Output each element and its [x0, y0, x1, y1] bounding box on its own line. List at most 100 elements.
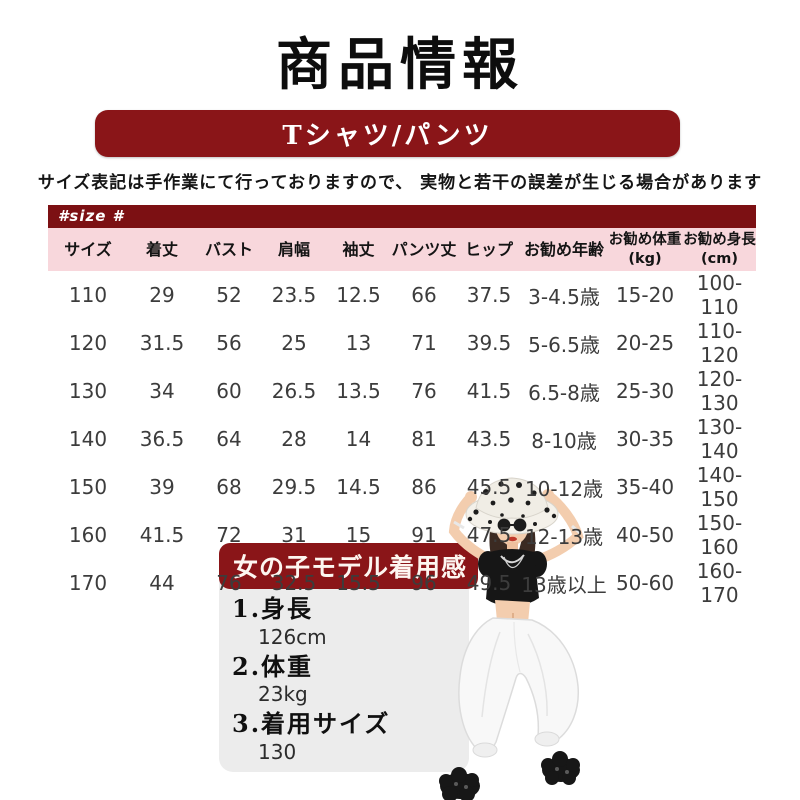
table-cell: 130 — [68, 379, 108, 403]
table-cell: 170 — [68, 571, 108, 595]
table-cell: 29.5 — [271, 475, 317, 499]
table-cell: 60 — [216, 379, 242, 403]
table-cell: 14 — [345, 427, 372, 451]
table-cell: 41.5 — [139, 523, 185, 547]
category-banner-label: Tシャツ/パンツ — [282, 121, 493, 151]
table-cell: 13.5 — [336, 379, 381, 403]
table-row: 120 31.5 56 25 13 71 39.5 5-6.5歳 20-25 110-120 — [48, 319, 756, 367]
column-header-subline: (kg) — [628, 250, 662, 267]
table-cell: 64 — [216, 427, 242, 451]
category-banner: Tシャツ/パンツ — [95, 110, 680, 157]
table-cell: 20-25 — [615, 331, 675, 355]
table-cell: 8-10歳 — [531, 428, 597, 453]
size-table-header: サイズ 着丈 バスト 肩幅 袖丈 パンツ丈 ヒップ お勧め年齢 お勧め体重 (kg… — [48, 228, 756, 271]
table-cell: 150 — [68, 475, 108, 499]
column-header: 袖丈 — [326, 228, 391, 271]
table-cell: 39 — [149, 475, 175, 499]
stat-value: 23kg — [258, 682, 308, 707]
column-header: 肩幅 — [262, 228, 326, 271]
table-cell: 81 — [411, 427, 437, 451]
table-cell: 34 — [149, 379, 175, 403]
column-header-subline: (cm) — [701, 250, 738, 267]
table-cell: 52 — [216, 283, 242, 307]
size-table: サイズ 着丈 バスト 肩幅 袖丈 パンツ丈 ヒップ お勧め年齢 お勧め体重 (kg… — [48, 228, 756, 607]
table-cell: 100-110 — [696, 271, 743, 319]
column-header-label: パンツ丈 — [391, 239, 457, 259]
table-row: 140 36.5 64 28 14 81 43.5 8-10歳 30-35 130-140 — [48, 415, 756, 463]
table-cell: 14.5 — [336, 475, 381, 499]
page-title: 商品情報 — [276, 32, 524, 98]
column-header: お勧め体重 (kg) — [607, 228, 683, 271]
pants — [458, 617, 579, 758]
midriff — [495, 600, 530, 623]
table-cell: 5-6.5歳 — [528, 332, 600, 357]
girl-model-photo — [439, 477, 584, 800]
stat-label: 3.着用サイズ — [232, 709, 391, 739]
necklace — [500, 554, 525, 564]
table-cell: 31.5 — [139, 331, 185, 355]
table-cell: 29 — [149, 283, 175, 307]
table-row: 130 34 60 26.5 13.5 76 41.5 6.5-8歳 25-30 120-130 — [48, 367, 756, 415]
model-fit-banner: 女の子モデル着用感 — [219, 543, 478, 589]
table-cell: 41.5 — [466, 379, 512, 403]
table-cell: 66 — [411, 283, 437, 307]
table-cell: 160 — [68, 523, 108, 547]
column-header: サイズ — [48, 228, 128, 271]
size-disclaimer-text: サイズ表記は手作業にて行っておりますので、 実物と若干の誤差が生じる場合がありま… — [37, 173, 763, 193]
table-row: 170 44 76 32.5 15.5 96 49.5 13歳以上 50-60 160-170 — [48, 559, 756, 607]
table-row: 160 41.5 72 31 15 91 47.5 12-13歳 40-50 150-160 — [48, 511, 756, 559]
table-cell: 6.5-8歳 — [528, 380, 600, 405]
column-header-label: お勧め身長 — [683, 232, 756, 249]
stat-label: 1.身長 — [232, 594, 314, 623]
table-cell: 140 — [68, 427, 108, 451]
table-cell: 120 — [68, 331, 108, 355]
column-header: お勧め身長 (cm) — [683, 228, 756, 271]
left-ankle-cuff — [472, 742, 498, 758]
size-tag-bar: #size # — [48, 205, 756, 228]
table-cell: 40-50 — [615, 523, 675, 547]
table-cell: 25 — [281, 331, 307, 355]
table-cell: 76 — [411, 379, 437, 403]
table-cell: 110-120 — [696, 319, 743, 367]
table-row: 110 29 52 23.5 12.5 66 37.5 3-4.5歳 15-20 100-110 — [48, 271, 756, 319]
table-cell: 25-30 — [615, 379, 675, 403]
table-cell: 31 — [281, 523, 307, 547]
table-cell: 12.5 — [336, 283, 381, 307]
lips — [508, 536, 517, 542]
column-header-label: 肩幅 — [277, 239, 310, 259]
right-shoe — [541, 751, 580, 785]
table-cell: 150-160 — [696, 511, 743, 559]
table-cell: 160-170 — [696, 559, 743, 607]
table-cell: 10-12歳 — [524, 476, 604, 501]
table-cell: 30-35 — [615, 427, 675, 451]
column-header: ヒップ — [457, 228, 521, 271]
table-cell: 45.5 — [466, 475, 512, 499]
sunglasses — [497, 518, 527, 532]
table-cell: 35-40 — [615, 475, 675, 499]
stat-value: 130 — [258, 739, 297, 764]
list-item: 1.身長 126cm — [232, 595, 452, 649]
column-header-label: お勧め体重 — [608, 232, 682, 249]
table-cell: 72 — [216, 523, 242, 547]
left-shoe — [439, 767, 480, 800]
table-cell: 37.5 — [466, 283, 512, 307]
hat-pattern — [467, 481, 557, 526]
table-cell: 23.5 — [271, 283, 317, 307]
neck — [507, 542, 518, 553]
table-cell: 96 — [411, 571, 437, 595]
table-cell: 3-4.5歳 — [528, 284, 600, 309]
column-header-label: 袖丈 — [342, 239, 375, 259]
column-header: お勧め年齢 — [521, 228, 607, 271]
bucket-hat — [465, 477, 559, 535]
size-table-section: #size # サイズ 着丈 バスト 肩幅 袖丈 パンツ丈 ヒップ お勧め年齢 … — [48, 205, 756, 607]
table-row: 150 39 68 29.5 14.5 86 45.5 10-12歳 35-40 140-150 — [48, 463, 756, 511]
table-cell: 15-20 — [615, 283, 675, 307]
table-cell: 15.5 — [336, 571, 381, 595]
table-cell: 13歳以上 — [521, 572, 607, 597]
table-cell: 120-130 — [696, 367, 743, 415]
table-cell: 76 — [216, 571, 242, 595]
model-fit-banner-label: 女の子モデル着用感 — [233, 553, 468, 582]
table-cell: 71 — [411, 331, 437, 355]
column-header-label: バスト — [204, 239, 253, 259]
table-cell: 15 — [345, 523, 372, 547]
